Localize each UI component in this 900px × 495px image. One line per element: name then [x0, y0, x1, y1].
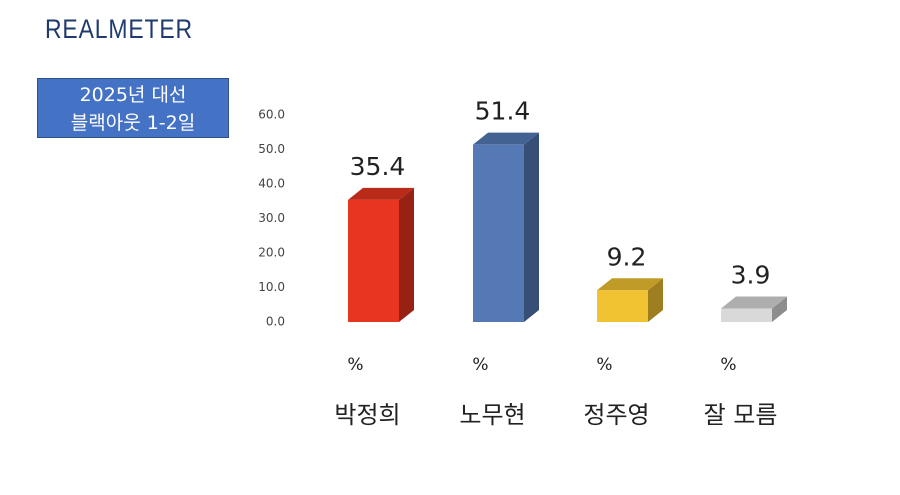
y-tick-label: 50.0: [258, 142, 285, 156]
value-label: 3.9: [731, 261, 771, 290]
value-label: 51.4: [475, 97, 531, 126]
x-tick-label: 잘 모름: [704, 401, 778, 429]
y-tick-label: 0.0: [266, 315, 285, 329]
y-tick-label: 20.0: [258, 246, 285, 260]
unit-label: %: [347, 355, 363, 375]
bar-side: [648, 278, 663, 322]
bar-side: [524, 132, 539, 322]
bar-side: [399, 187, 414, 322]
y-tick-label: 60.0: [258, 108, 285, 122]
bar-top: [597, 278, 663, 291]
unit-label: %: [720, 355, 736, 375]
chart-title: 2025년 대선 블랙아웃 1-2일: [37, 78, 229, 138]
bar: [721, 308, 772, 322]
bar-side: [772, 296, 787, 322]
bar-top: [473, 132, 539, 145]
x-tick-label: 노무현: [459, 401, 525, 429]
y-tick-label: 10.0: [258, 280, 285, 294]
unit-label: %: [472, 355, 488, 375]
bar-top: [348, 187, 414, 200]
brand-logo: REALMETER: [45, 14, 193, 44]
bar: [348, 199, 399, 322]
y-tick-label: 40.0: [258, 177, 285, 191]
value-label: 9.2: [607, 242, 647, 271]
bar: [597, 290, 648, 322]
value-label: 35.4: [350, 152, 406, 181]
x-tick-label: 정주영: [583, 401, 649, 429]
bar-top: [721, 296, 787, 309]
unit-label: %: [596, 355, 612, 375]
x-tick-label: 박정희: [334, 401, 400, 429]
bar: [473, 144, 524, 322]
y-tick-label: 30.0: [258, 211, 285, 225]
